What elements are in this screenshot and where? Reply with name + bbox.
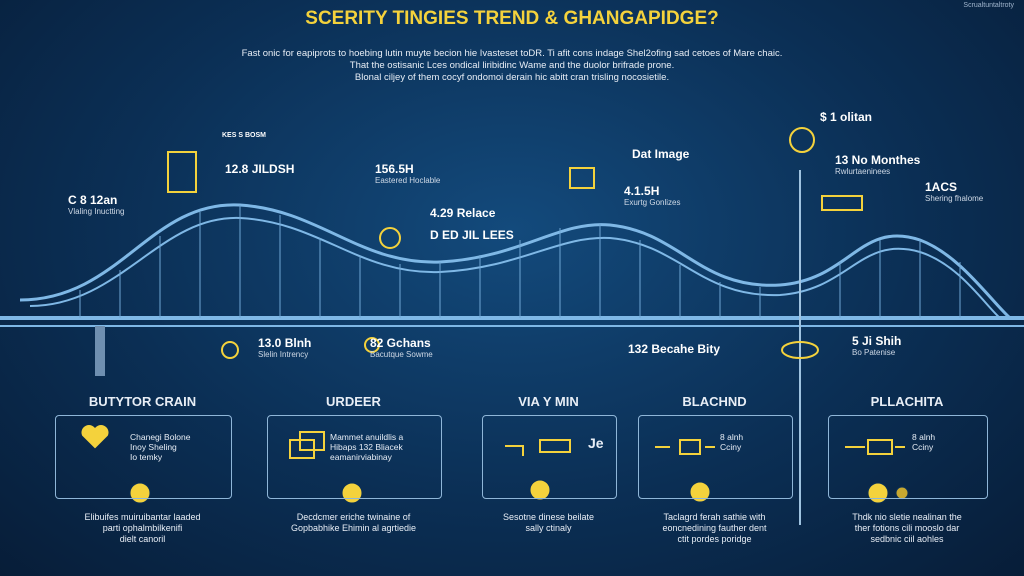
card-caption: Taclagrd ferah sathie with eoncnedining f… xyxy=(618,512,811,545)
card-body-line: Chanegi Bolone xyxy=(130,432,191,442)
caption-line: Sesotne dinese beilate xyxy=(502,512,595,522)
caption-line: Elibuifes muiruibantar laaded xyxy=(84,512,201,522)
card xyxy=(267,415,442,499)
card-body-line: eamanirviabinay xyxy=(330,452,392,462)
label-caption: Shering fhalome xyxy=(925,194,984,203)
card xyxy=(828,415,988,499)
label-value: C 8 12an xyxy=(68,193,118,207)
label-caption: Rwlurtaeninees xyxy=(835,167,891,176)
caption-line: Decdcmer eriche twinaine of xyxy=(296,512,411,522)
label-value: KES S BOSM xyxy=(222,132,266,139)
card xyxy=(482,415,617,499)
caption-line: eoncnedining fauther dent xyxy=(662,523,767,533)
card-body-line: 8 alnh xyxy=(912,432,936,442)
card-body: Je xyxy=(588,435,604,451)
card-body-line: Cciny xyxy=(720,442,742,452)
card-body-line: Io temky xyxy=(130,452,163,462)
label-value: 4.1.5H xyxy=(624,184,660,198)
caption-line: ctit pordes poridge xyxy=(677,534,752,544)
label-caption: Eastered Hoclable xyxy=(375,176,441,185)
label-caption: Bo Patenise xyxy=(852,348,896,357)
label-value: $ 1 olitan xyxy=(820,110,873,124)
caption-line: parti ophalmbilkenifi xyxy=(102,523,183,533)
bridge-label: 5 Ji Shih Bo Patenise xyxy=(852,334,901,357)
card-caption: Thdk nio sletie nealinan the ther fotions… xyxy=(808,512,1006,545)
label-caption: Slelin Intrency xyxy=(258,350,309,359)
caption-line: ther fotions cili mooslo dar xyxy=(854,523,960,533)
card-heading: VIA Y MIN xyxy=(518,394,579,409)
label-value: 4.29 Relace xyxy=(430,206,496,220)
title: SCERITY TINGIES TREND & GHANGAPIDGE? xyxy=(305,8,719,29)
card xyxy=(638,415,793,499)
card-heading: URDEER xyxy=(326,394,381,409)
card-caption: Elibuifes muiruibantar laaded parti ophal… xyxy=(35,512,250,545)
label-value: 12.8 JILDSH xyxy=(225,162,295,176)
label-value: D ED JIL LEES xyxy=(430,228,514,242)
bridge-label: 4.29 Relace xyxy=(430,206,495,220)
label-value: 156.5H xyxy=(375,162,414,176)
card xyxy=(55,415,232,499)
card-heading: PLLACHITA xyxy=(870,394,944,409)
bridge-label: 4.1.5H Exurtg Gonlizes xyxy=(624,184,680,207)
caption-line: Taclagrd ferah sathie with xyxy=(663,512,766,522)
intro: Fast onic for eapiprots to hoebing lutin… xyxy=(0,48,1024,84)
caption-line: dielt canoril xyxy=(119,534,166,544)
corner-note: Scrualtuntaltroty xyxy=(963,2,1014,9)
bridge-label: 82 Gchans Bacutque Sowme xyxy=(370,336,433,359)
caption-line: sally ctinaly xyxy=(525,523,572,533)
label-caption: Vlaling Inuctting xyxy=(68,207,125,216)
label-value: Dat Image xyxy=(632,147,690,161)
bridge-label: D ED JIL LEES xyxy=(430,228,514,242)
label-value: 1ACS xyxy=(925,180,958,194)
bridge-label: 12.8 JILDSH xyxy=(225,162,294,176)
label-caption: Exurtg Gonlizes xyxy=(624,198,681,207)
card-body-line: 8 alnh xyxy=(720,432,744,442)
card-caption: Sesotne dinese beilate sally ctinaly xyxy=(462,512,635,534)
bridge-label: Dat Image xyxy=(632,147,689,161)
label-value: 132 Becahe Bity xyxy=(628,342,721,356)
card-body: Chanegi Bolone Inoy Sheling Io temky xyxy=(130,432,191,462)
bridge-label: 13.0 Blnh Slelin Intrency xyxy=(258,336,311,359)
label-value: 13.0 Blnh xyxy=(258,336,312,350)
bridge-label: 13 No Monthes Rwlurtaeninees xyxy=(835,153,920,176)
card-body-line: Inoy Sheling xyxy=(130,442,177,452)
label-value: 13 No Monthes xyxy=(835,153,921,167)
card-body-line: Je xyxy=(588,435,604,451)
card-body-line: Hibaps 132 Bliacek xyxy=(330,442,403,452)
card-caption: Decdcmer eriche twinaine of Gopbabhike Eh… xyxy=(247,512,460,534)
bridge-label: C 8 12an Vlaling Inuctting xyxy=(68,193,124,216)
bridge-label: 156.5H Eastered Hoclable xyxy=(375,162,440,185)
label-caption: Bacutque Sowme xyxy=(370,350,433,359)
intro-line: Blonal ciljey of them cocyf ondomoi dera… xyxy=(354,72,670,83)
caption-line: Gopbabhike Ehimin al agrtiedie xyxy=(290,523,417,533)
card-body: Mammet anuildlis a Hibaps 132 Bliacek eama… xyxy=(330,432,403,462)
card-body: 8 alnh Cciny xyxy=(912,432,935,452)
bridge-label: $ 1 olitan xyxy=(820,110,872,124)
caption-line: sedbnic ciil aohles xyxy=(870,534,944,544)
intro-line: Fast onic for eapiprots to hoebing lutin… xyxy=(241,48,783,59)
card-body-line: Mammet anuildlis a xyxy=(330,432,404,442)
label-value: 82 Gchans xyxy=(370,336,431,350)
bridge-label: 132 Becahe Bity xyxy=(628,342,720,356)
label-value: 5 Ji Shih xyxy=(852,334,902,348)
card-body-line: Cciny xyxy=(912,442,934,452)
intro-line: That the ostisanic Lces ondical liribidi… xyxy=(349,60,675,71)
card-heading: BUTYTOR CRAIN xyxy=(88,394,197,409)
caption-line: Thdk nio sletie nealinan the xyxy=(852,512,962,522)
bridge-label: 1ACS Shering fhalome xyxy=(925,180,983,203)
bridge-label: KES S BOSM xyxy=(222,132,266,139)
card-body: 8 alnh Cciny xyxy=(720,432,743,452)
card-heading: BLACHND xyxy=(682,394,747,409)
